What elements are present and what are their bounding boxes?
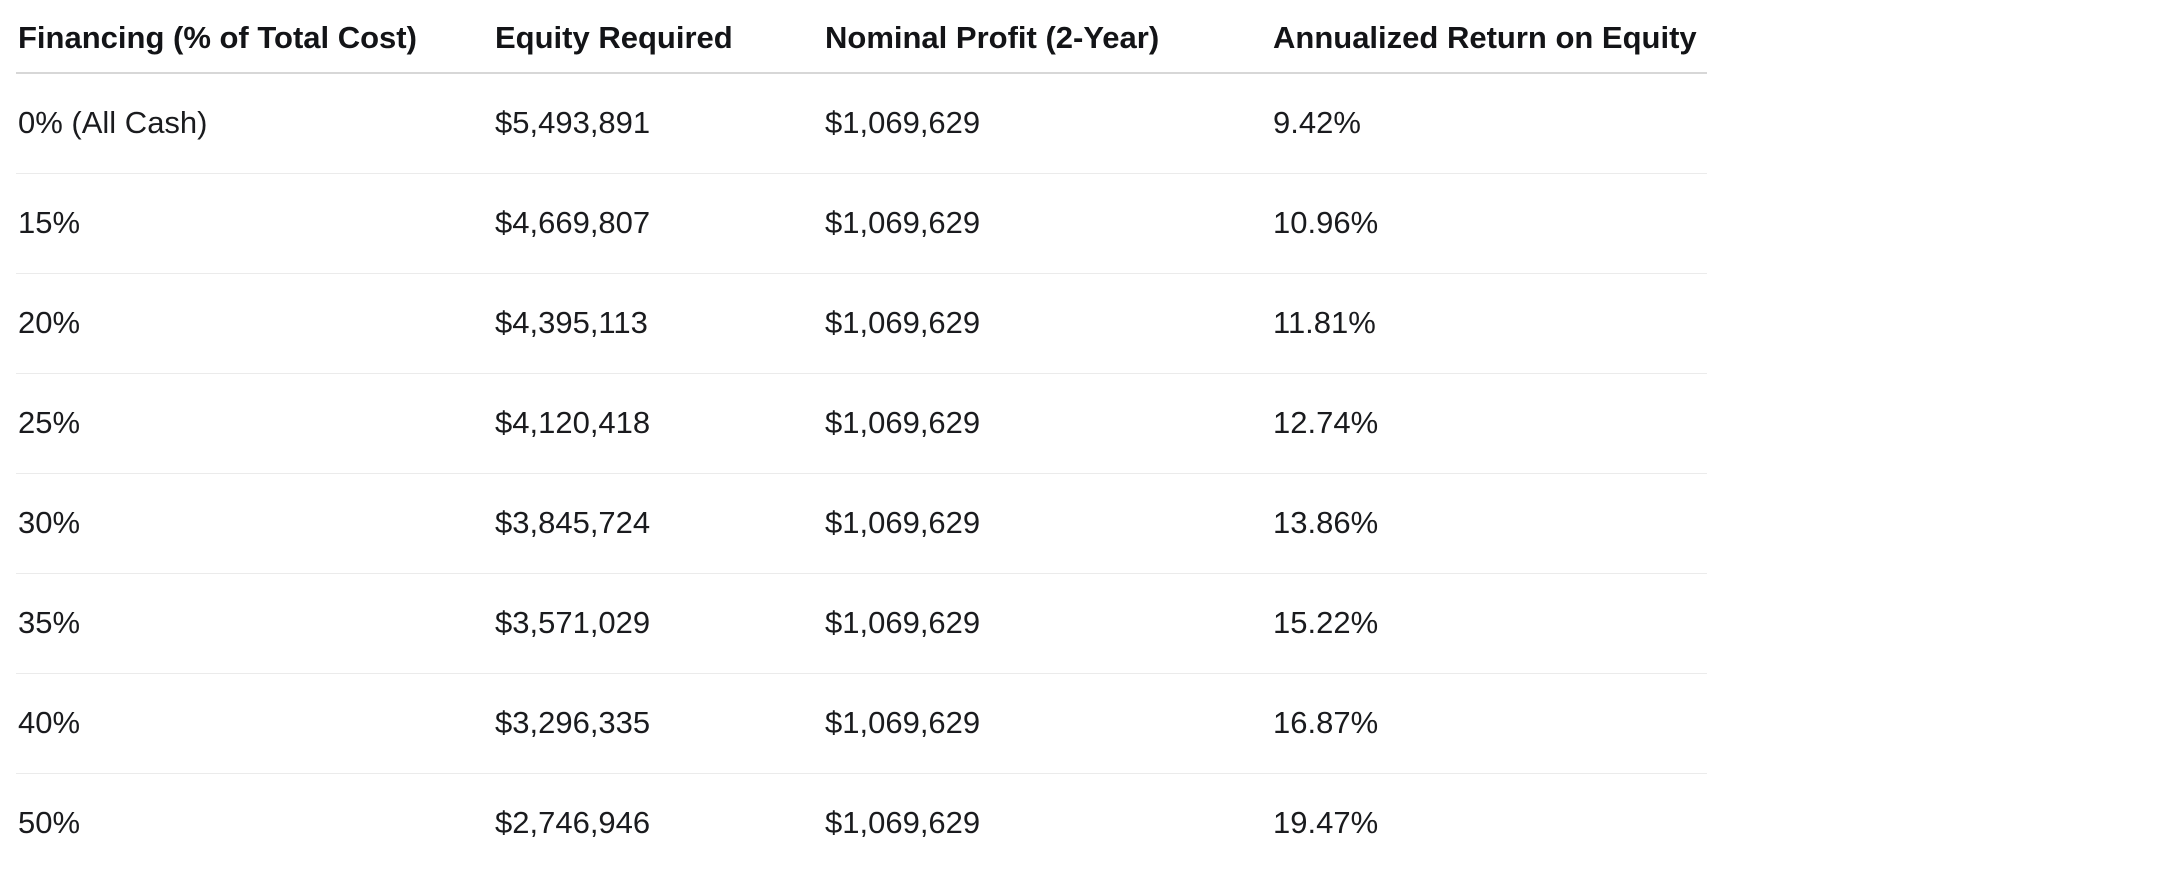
- cell-equity_required: $4,120,418: [493, 373, 823, 474]
- table-row: 30% $3,845,724 $1,069,629 13.86%: [16, 473, 1707, 574]
- cell-nominal_profit: $1,069,629: [823, 373, 1271, 474]
- cell-financing: 0% (All Cash): [16, 73, 493, 174]
- cell-annualized_return: 11.81%: [1271, 273, 1707, 374]
- cell-financing: 35%: [16, 573, 493, 674]
- column-header-nominal_profit: Nominal Profit (2-Year): [823, 0, 1271, 74]
- cell-financing: 15%: [16, 173, 493, 274]
- header-row: Financing (% of Total Cost) Equity Requir…: [16, 0, 1707, 74]
- cell-financing: 50%: [18, 805, 81, 840]
- table-row: 35% $3,571,029 $1,069,629 15.22%: [16, 573, 1707, 674]
- table-row: 25% $4,120,418 $1,069,629 12.74%: [16, 373, 1707, 474]
- cell-annualized_return: 15.22%: [1271, 573, 1707, 674]
- table-body: 0% (All Cash) $5,493,891 $1,069,629 9.42% 15…: [16, 73, 1707, 873]
- cell-financing: 40%: [16, 673, 493, 774]
- cell-equity_required: $3,845,724: [493, 473, 823, 574]
- cell-annualized_return: 16.87%: [1271, 673, 1707, 774]
- cell-financing: 30%: [16, 473, 493, 574]
- table-row: 0% (All Cash) $5,493,891 $1,069,629 9.42%: [16, 73, 1707, 174]
- cell-nominal_profit: $1,069,629: [825, 805, 981, 840]
- cell-nominal_profit: $1,069,629: [823, 73, 1271, 174]
- cell-nominal_profit: $1,069,629: [823, 473, 1271, 574]
- cell-nominal_profit: $1,069,629: [823, 573, 1271, 674]
- cell-equity_required: $2,746,946: [495, 805, 651, 840]
- cell-nominal_profit: $1,069,629: [823, 173, 1271, 274]
- cell-annualized_return: 12.74%: [1271, 373, 1707, 474]
- cell-annualized_return: 10.96%: [1271, 173, 1707, 274]
- table-row: 50% $2,746,946 $1,069,629 19.47%: [16, 774, 1707, 874]
- cell-nominal_profit: $1,069,629: [823, 273, 1271, 374]
- table-row: 20% $4,395,113 $1,069,629 11.81%: [16, 273, 1707, 374]
- cell-equity_required: $3,296,335: [493, 673, 823, 774]
- cell-annualized_return: 9.42%: [1271, 73, 1707, 174]
- column-header-financing: Financing (% of Total Cost): [16, 0, 493, 74]
- table-row: 15% $4,669,807 $1,069,629 10.96%: [16, 173, 1707, 274]
- column-header-equity_required: Equity Required: [493, 0, 823, 74]
- cell-equity_required: $4,669,807: [493, 173, 823, 274]
- cell-equity_required: $3,571,029: [493, 573, 823, 674]
- cell-annualized_return: 19.47%: [1273, 805, 1379, 840]
- cell-annualized_return: 13.86%: [1271, 473, 1707, 574]
- cell-equity_required: $4,395,113: [493, 273, 823, 374]
- cell-financing: 20%: [16, 273, 493, 374]
- cell-equity_required: $5,493,891: [493, 73, 823, 174]
- cell-financing: 25%: [16, 373, 493, 474]
- table-row: 40% $3,296,335 $1,069,629 16.87%: [16, 673, 1707, 774]
- cell-nominal_profit: $1,069,629: [823, 673, 1271, 774]
- column-header-annualized_return: Annualized Return on Equity: [1271, 0, 1707, 74]
- financing-scenarios-table: Financing (% of Total Cost) Equity Requir…: [16, 0, 1707, 873]
